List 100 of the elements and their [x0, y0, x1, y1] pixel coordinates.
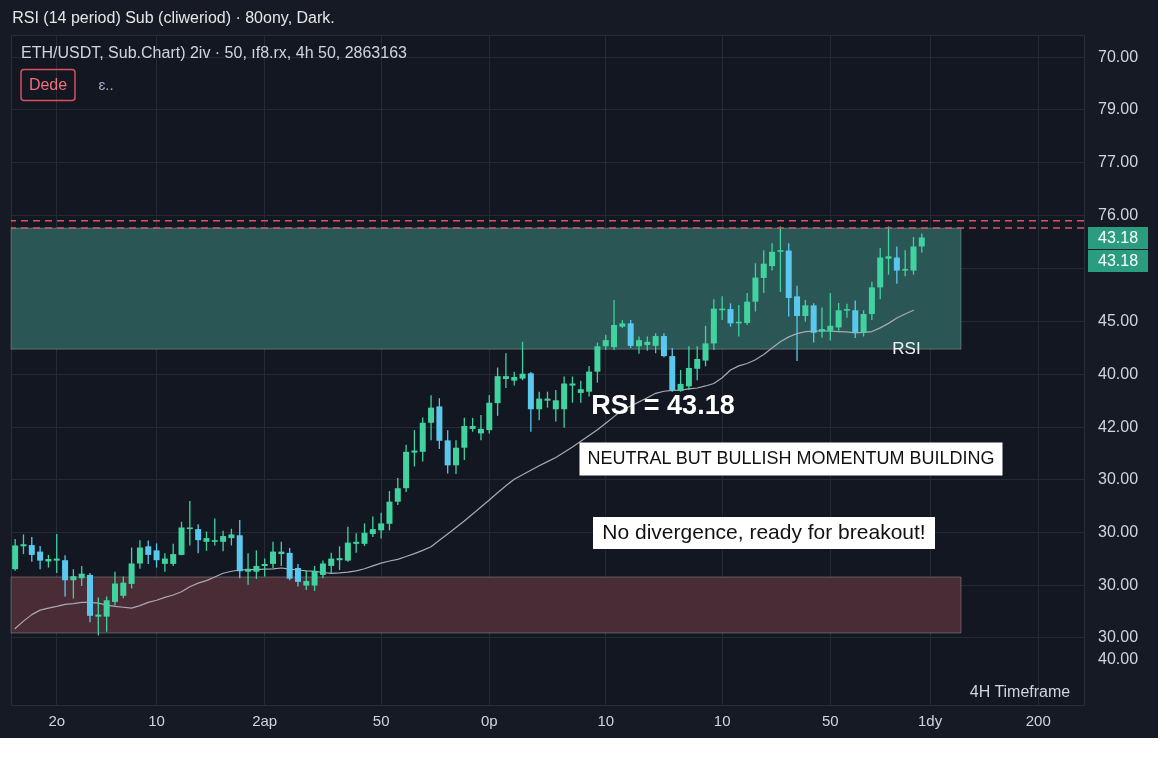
text: 40.00: [1098, 365, 1139, 382]
candlestick: [885, 225, 892, 276]
annotation: NEUTRAL BUT BULLISH MOMENTUM BUILDING: [587, 448, 995, 468]
annotation: RSI = 43.18: [591, 390, 735, 420]
text: 30.00: [1098, 576, 1139, 593]
candlestick: [311, 565, 318, 592]
candlestick: [660, 332, 667, 358]
candlestick: [136, 539, 143, 570]
candlestick: [744, 292, 751, 326]
candlestick: [453, 439, 459, 475]
candlestick: [411, 429, 418, 468]
x-tick-label: 1dy: [918, 711, 943, 729]
candlestick: [336, 545, 343, 571]
candlestick: [802, 299, 809, 323]
candlestick: [253, 549, 260, 580]
candlestick: [843, 303, 850, 319]
candlestick: [161, 552, 168, 573]
candlestick: [777, 225, 784, 293]
candlestick: [794, 285, 801, 362]
candlestick: [502, 352, 509, 389]
candlestick: [53, 533, 60, 574]
candlestick: [835, 302, 842, 332]
candlestick: [519, 341, 526, 381]
chart-title: RSI (14 period) Sub (cliweriod) · 80ony, Dark.: [12, 9, 335, 26]
text: Dede: [28, 76, 68, 93]
candlestick: [760, 249, 767, 294]
candlestick: [195, 523, 202, 554]
candlestick: [461, 417, 468, 461]
candlestick: [361, 522, 368, 547]
candlestick: [727, 302, 734, 328]
candlestick: [652, 332, 659, 354]
candlestick: [211, 517, 218, 547]
candlestick: [20, 533, 27, 555]
text: 79.00: [1098, 100, 1139, 117]
candlestick: [902, 249, 909, 277]
text: 77.00: [1098, 153, 1139, 170]
candlestick: [270, 541, 277, 569]
text: 70.00: [1098, 48, 1139, 65]
x-tick-label: 10: [148, 711, 165, 729]
candlestick: [386, 490, 393, 531]
x-tick-label: 10: [713, 711, 731, 729]
text: 43.18: [1097, 229, 1139, 246]
candlestick: [220, 530, 227, 552]
chart-subtitle: ETH/USDT, Sub.Chart) 2iv · 50, ıf8.rx, 4h 50, 2863163: [21, 44, 408, 61]
candlestick: [328, 552, 335, 574]
x-tick-label: 0p: [480, 711, 498, 729]
x-tick-label: 2o: [48, 711, 66, 729]
candlestick: [536, 391, 543, 421]
x-tick-label: 10: [597, 711, 615, 729]
candlestick: [611, 299, 618, 351]
candlestick: [769, 242, 776, 272]
text: 76.00: [1098, 206, 1139, 223]
candlestick: [685, 345, 692, 391]
candlestick: [170, 543, 177, 567]
candlestick: [353, 532, 360, 554]
candlestick: [677, 369, 684, 393]
text: 42.00: [1098, 418, 1139, 435]
text: 30.00: [1098, 523, 1139, 540]
candlestick: [694, 345, 701, 381]
candlestick: [95, 596, 102, 637]
candlestick: [852, 299, 859, 339]
candlestick: [893, 245, 900, 285]
candlestick: [303, 570, 310, 591]
x-tick-label: 50: [372, 711, 390, 729]
x-tick-label: 2ap: [252, 711, 278, 729]
candlestick: [636, 335, 642, 355]
candlestick: [827, 292, 834, 342]
candlestick: [120, 575, 127, 599]
x-tick-label: 200: [1025, 711, 1051, 729]
candlestick: [294, 563, 301, 588]
candlestick: [62, 554, 69, 598]
candlestick: [627, 319, 634, 349]
candlestick: [12, 538, 19, 572]
candlestick: [203, 530, 210, 552]
candlestick: [153, 542, 160, 569]
candlestick: [378, 512, 385, 540]
x-tick-label: 50: [821, 711, 839, 729]
candlestick: [37, 545, 44, 570]
candlestick: [394, 477, 401, 506]
candlestick: [28, 536, 35, 563]
candlestick: [818, 306, 825, 339]
candlestick: [145, 539, 152, 565]
text: 30.00: [1098, 470, 1139, 487]
text: 43.18: [1097, 252, 1139, 269]
candlestick: [186, 500, 193, 547]
series-label: RSI: [892, 339, 921, 359]
annotation: No divergence, ready for breakout!: [602, 520, 926, 543]
candlestick: [369, 515, 376, 538]
text: ɛ..: [98, 76, 114, 93]
candlestick: [103, 595, 110, 633]
candlestick: [702, 325, 709, 367]
candlestick: [70, 568, 77, 600]
candlestick: [552, 389, 559, 423]
candlestick: [245, 552, 252, 586]
candlestick: [344, 526, 351, 563]
text: 30.00: [1098, 628, 1139, 645]
candlestick: [569, 375, 576, 404]
candlestick: [577, 379, 584, 404]
candlestick: [586, 365, 593, 398]
candlestick: [918, 232, 925, 254]
